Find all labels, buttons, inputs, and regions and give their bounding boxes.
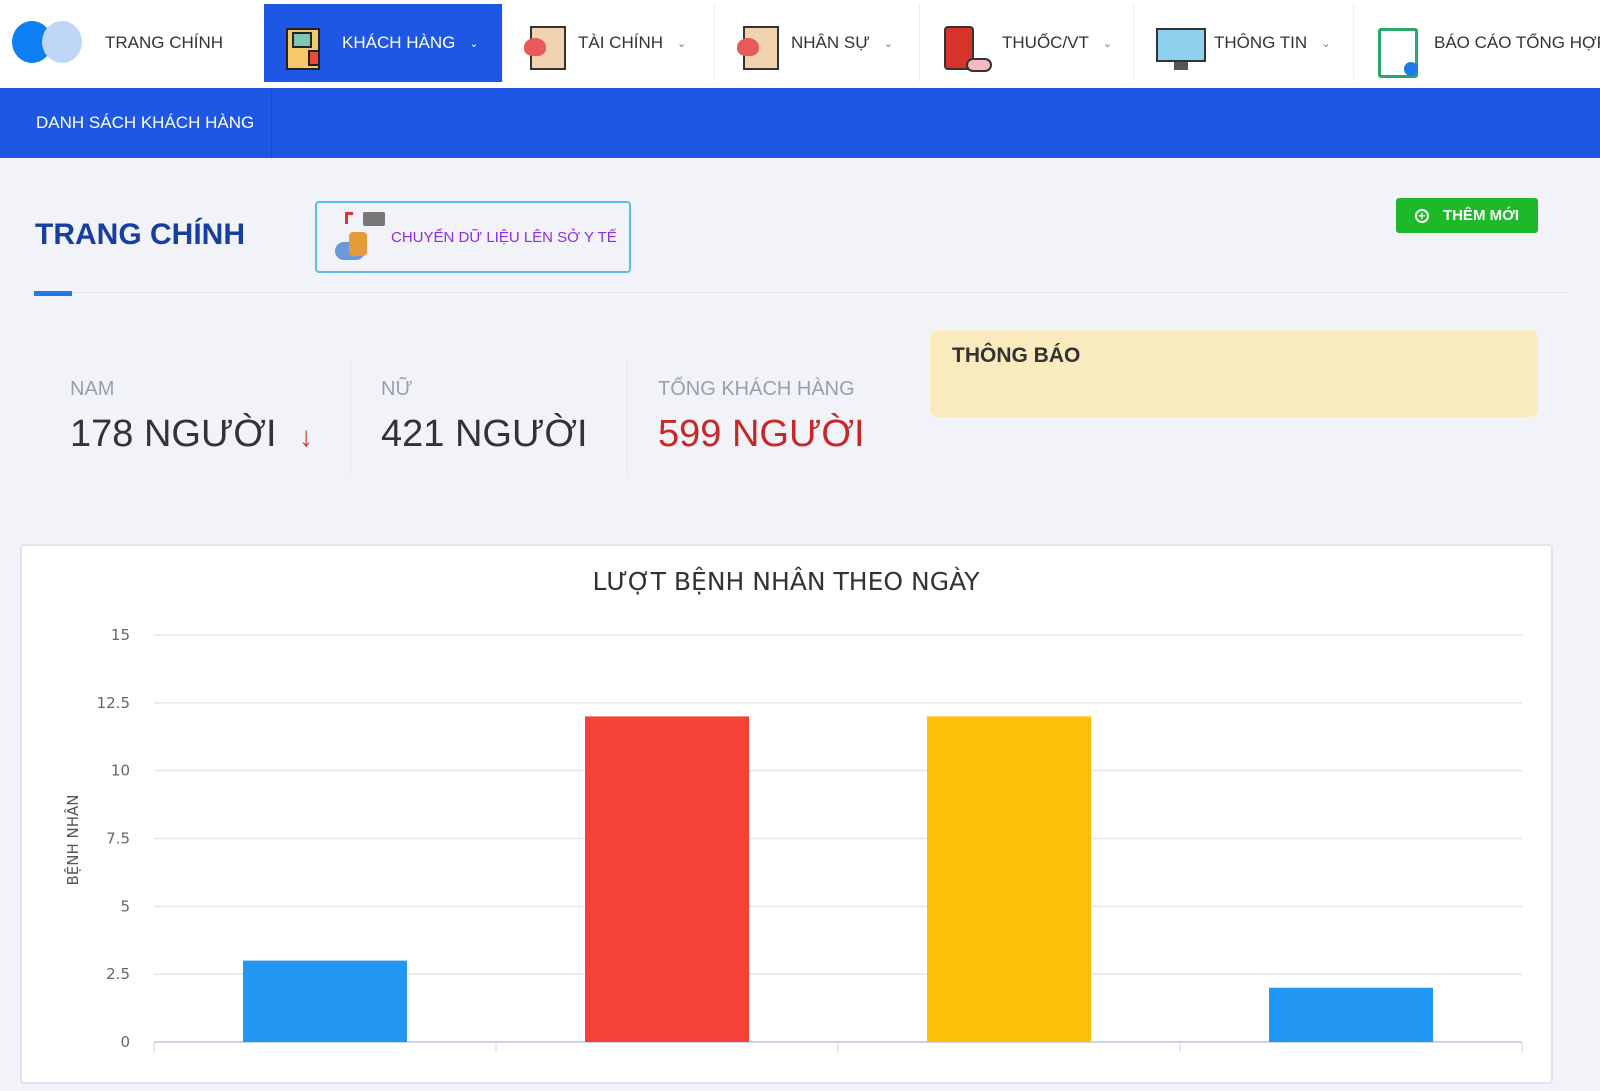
data-transfer-icon	[335, 210, 389, 264]
add-new-button[interactable]: + THÊM MỚI	[1396, 198, 1538, 233]
nav-label: THÔNG TIN	[1214, 33, 1308, 52]
add-new-label: THÊM MỚI	[1442, 207, 1520, 224]
divider	[34, 292, 1568, 293]
bar[interactable]	[243, 960, 407, 1042]
divider	[627, 360, 628, 475]
notice-panel: THÔNG BÁO	[930, 330, 1538, 417]
chevron-down-icon: ⌄	[883, 37, 893, 50]
chart-title: LƯỢT BỆNH NHÂN THEO NGÀY	[592, 567, 980, 596]
y-tick-label: 10	[111, 762, 130, 780]
stat-label: NỮ	[381, 378, 413, 400]
y-tick-label: 5	[120, 897, 130, 915]
divider	[350, 360, 351, 475]
chevron-down-icon: ⌄	[677, 37, 687, 50]
y-tick-label: 7.5	[106, 830, 130, 848]
nav-label: BÁO CÁO TỔNG HỢP	[1434, 33, 1600, 52]
page-title: TRANG CHÍNH	[35, 218, 245, 251]
chart-card: LƯỢT BỆNH NHÂN THEO NGÀY BỆNH NHÂN 0 2.5 5…	[20, 544, 1553, 1084]
nav-label: KHÁCH HÀNG	[342, 33, 456, 52]
title-underline	[34, 291, 72, 296]
nav-home[interactable]: TRANG CHÍNH	[105, 4, 223, 82]
stat-total: TỔNG KHÁCH HÀNG 599 NGƯỜI	[658, 360, 865, 475]
top-navigation: TRANG CHÍNH KHÁCH HÀNG ⌄ TÀI CHÍNH ⌄ NHÂN …	[0, 0, 1600, 88]
logo[interactable]	[12, 21, 84, 63]
stat-male: NAM 178 NGƯỜI ↓	[70, 360, 313, 475]
arrow-down-icon: ↓	[299, 421, 314, 452]
report-clipboard-icon	[1374, 16, 1428, 78]
doctor-monitor-icon	[1154, 16, 1208, 70]
bar-chart: LƯỢT BỆNH NHÂN THEO NGÀY BỆNH NHÂN 0 2.5 5…	[63, 567, 1523, 1052]
nav-home-label: TRANG CHÍNH	[105, 33, 224, 52]
bar[interactable]	[927, 716, 1091, 1042]
nav-thong-tin[interactable]: THÔNG TIN ⌄	[1152, 4, 1354, 82]
y-axis-label: BỆNH NHÂN	[63, 794, 82, 885]
chevron-down-icon: ⌄	[1321, 37, 1331, 50]
subnav-danh-sach-khach-hang[interactable]: DANH SÁCH KHÁCH HÀNG	[0, 88, 272, 158]
y-tick-label: 12.5	[97, 694, 130, 712]
sync-label: CHUYỂN DỮ LIỆU LÊN SỞ Y TẾ	[391, 228, 617, 246]
nav-nhan-su[interactable]: NHÂN SỰ ⌄	[733, 4, 920, 82]
patient-record-icon	[282, 16, 336, 70]
stat-value: 178 NGƯỜI	[70, 413, 277, 455]
y-tick-label: 15	[111, 626, 130, 644]
sync-to-health-dept-button[interactable]: CHUYỂN DỮ LIỆU LÊN SỞ Y TẾ	[315, 201, 631, 273]
nav-label: TÀI CHÍNH	[578, 33, 663, 52]
nav-tai-chinh[interactable]: TÀI CHÍNH ⌄	[520, 4, 715, 82]
medicine-icon	[940, 16, 996, 72]
nav-thuoc[interactable]: THUỐC/VT ⌄	[938, 4, 1134, 82]
bar[interactable]	[585, 716, 749, 1042]
health-clipboard-icon	[522, 16, 572, 70]
stat-label: NAM	[70, 378, 115, 400]
sub-navigation: DANH SÁCH KHÁCH HÀNG	[0, 88, 1600, 158]
stat-value: 421 NGƯỜI	[381, 413, 588, 455]
chevron-down-icon: ⌄	[469, 37, 479, 50]
nav-bao-cao[interactable]: BÁO CÁO TỔNG HỢP	[1372, 4, 1600, 82]
nav-label: NHÂN SỰ	[791, 33, 870, 52]
nav-label: THUỐC/VT	[1002, 33, 1089, 52]
health-clipboard-icon	[735, 16, 785, 70]
stat-female: NỮ 421 NGƯỜI	[381, 360, 588, 475]
nav-khach-hang[interactable]: KHÁCH HÀNG ⌄	[264, 4, 503, 82]
chevron-down-icon: ⌄	[1102, 37, 1113, 50]
bar[interactable]	[1269, 987, 1433, 1042]
stat-label: TỔNG KHÁCH HÀNG	[658, 378, 855, 400]
y-tick-label: 2.5	[106, 965, 130, 983]
notice-title: THÔNG BÁO	[952, 344, 1081, 367]
stat-value: 599 NGƯỜI	[658, 413, 865, 455]
plus-circle-icon: +	[1414, 208, 1429, 223]
y-tick-label: 0	[120, 1033, 130, 1051]
